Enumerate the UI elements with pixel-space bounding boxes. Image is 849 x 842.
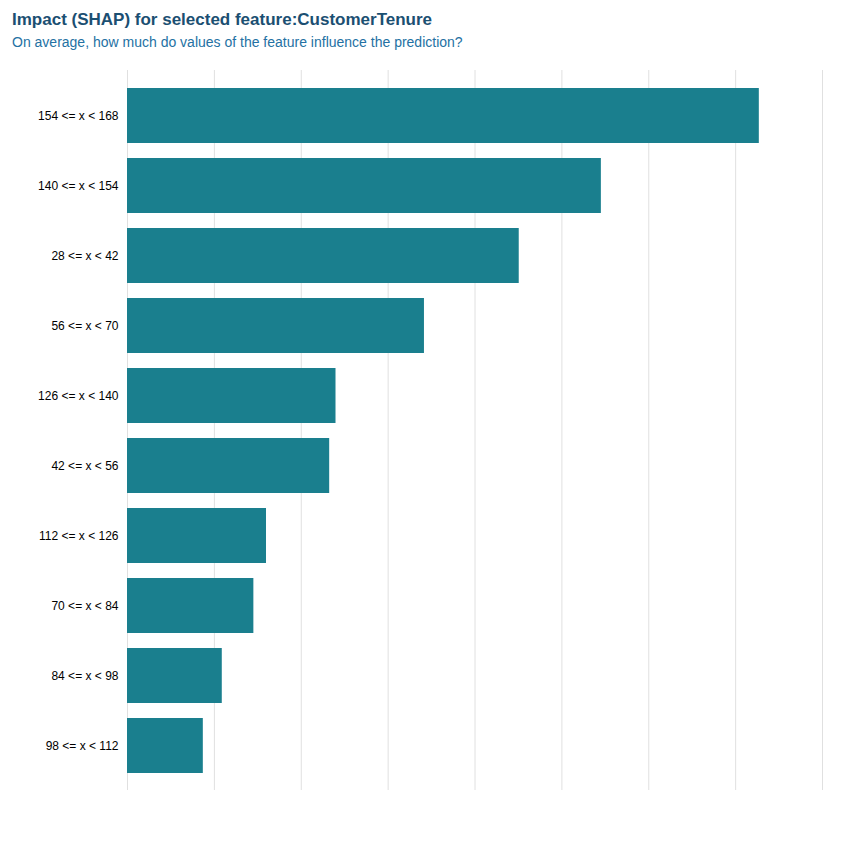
svg-text:56 <= x < 70: 56 <= x < 70	[51, 319, 118, 333]
svg-text:112 <= x < 126: 112 <= x < 126	[39, 529, 119, 543]
html-text:Impact (SHAP) for selected fea: Impact (SHAP) for selected feature:Custo…	[12, 10, 433, 29]
svg-text:84 <= x < 98: 84 <= x < 98	[51, 669, 118, 683]
svg-text:98 <= x < 112: 98 <= x < 112	[46, 739, 119, 753]
svg-text:154 <= x < 168: 154 <= x < 168	[38, 109, 119, 123]
svg-text:140 <= x < 154: 140 <= x < 154	[38, 179, 119, 193]
svg-text:28 <= x < 42: 28 <= x < 42	[51, 249, 118, 263]
svg-text:126 <= x < 140: 126 <= x < 140	[38, 389, 119, 403]
svg-text:70 <= x < 84: 70 <= x < 84	[51, 599, 118, 613]
svg-text:42 <= x < 56: 42 <= x < 56	[51, 459, 118, 473]
html-text:On average, how much do values: On average, how much do values of the fe…	[12, 34, 463, 50]
